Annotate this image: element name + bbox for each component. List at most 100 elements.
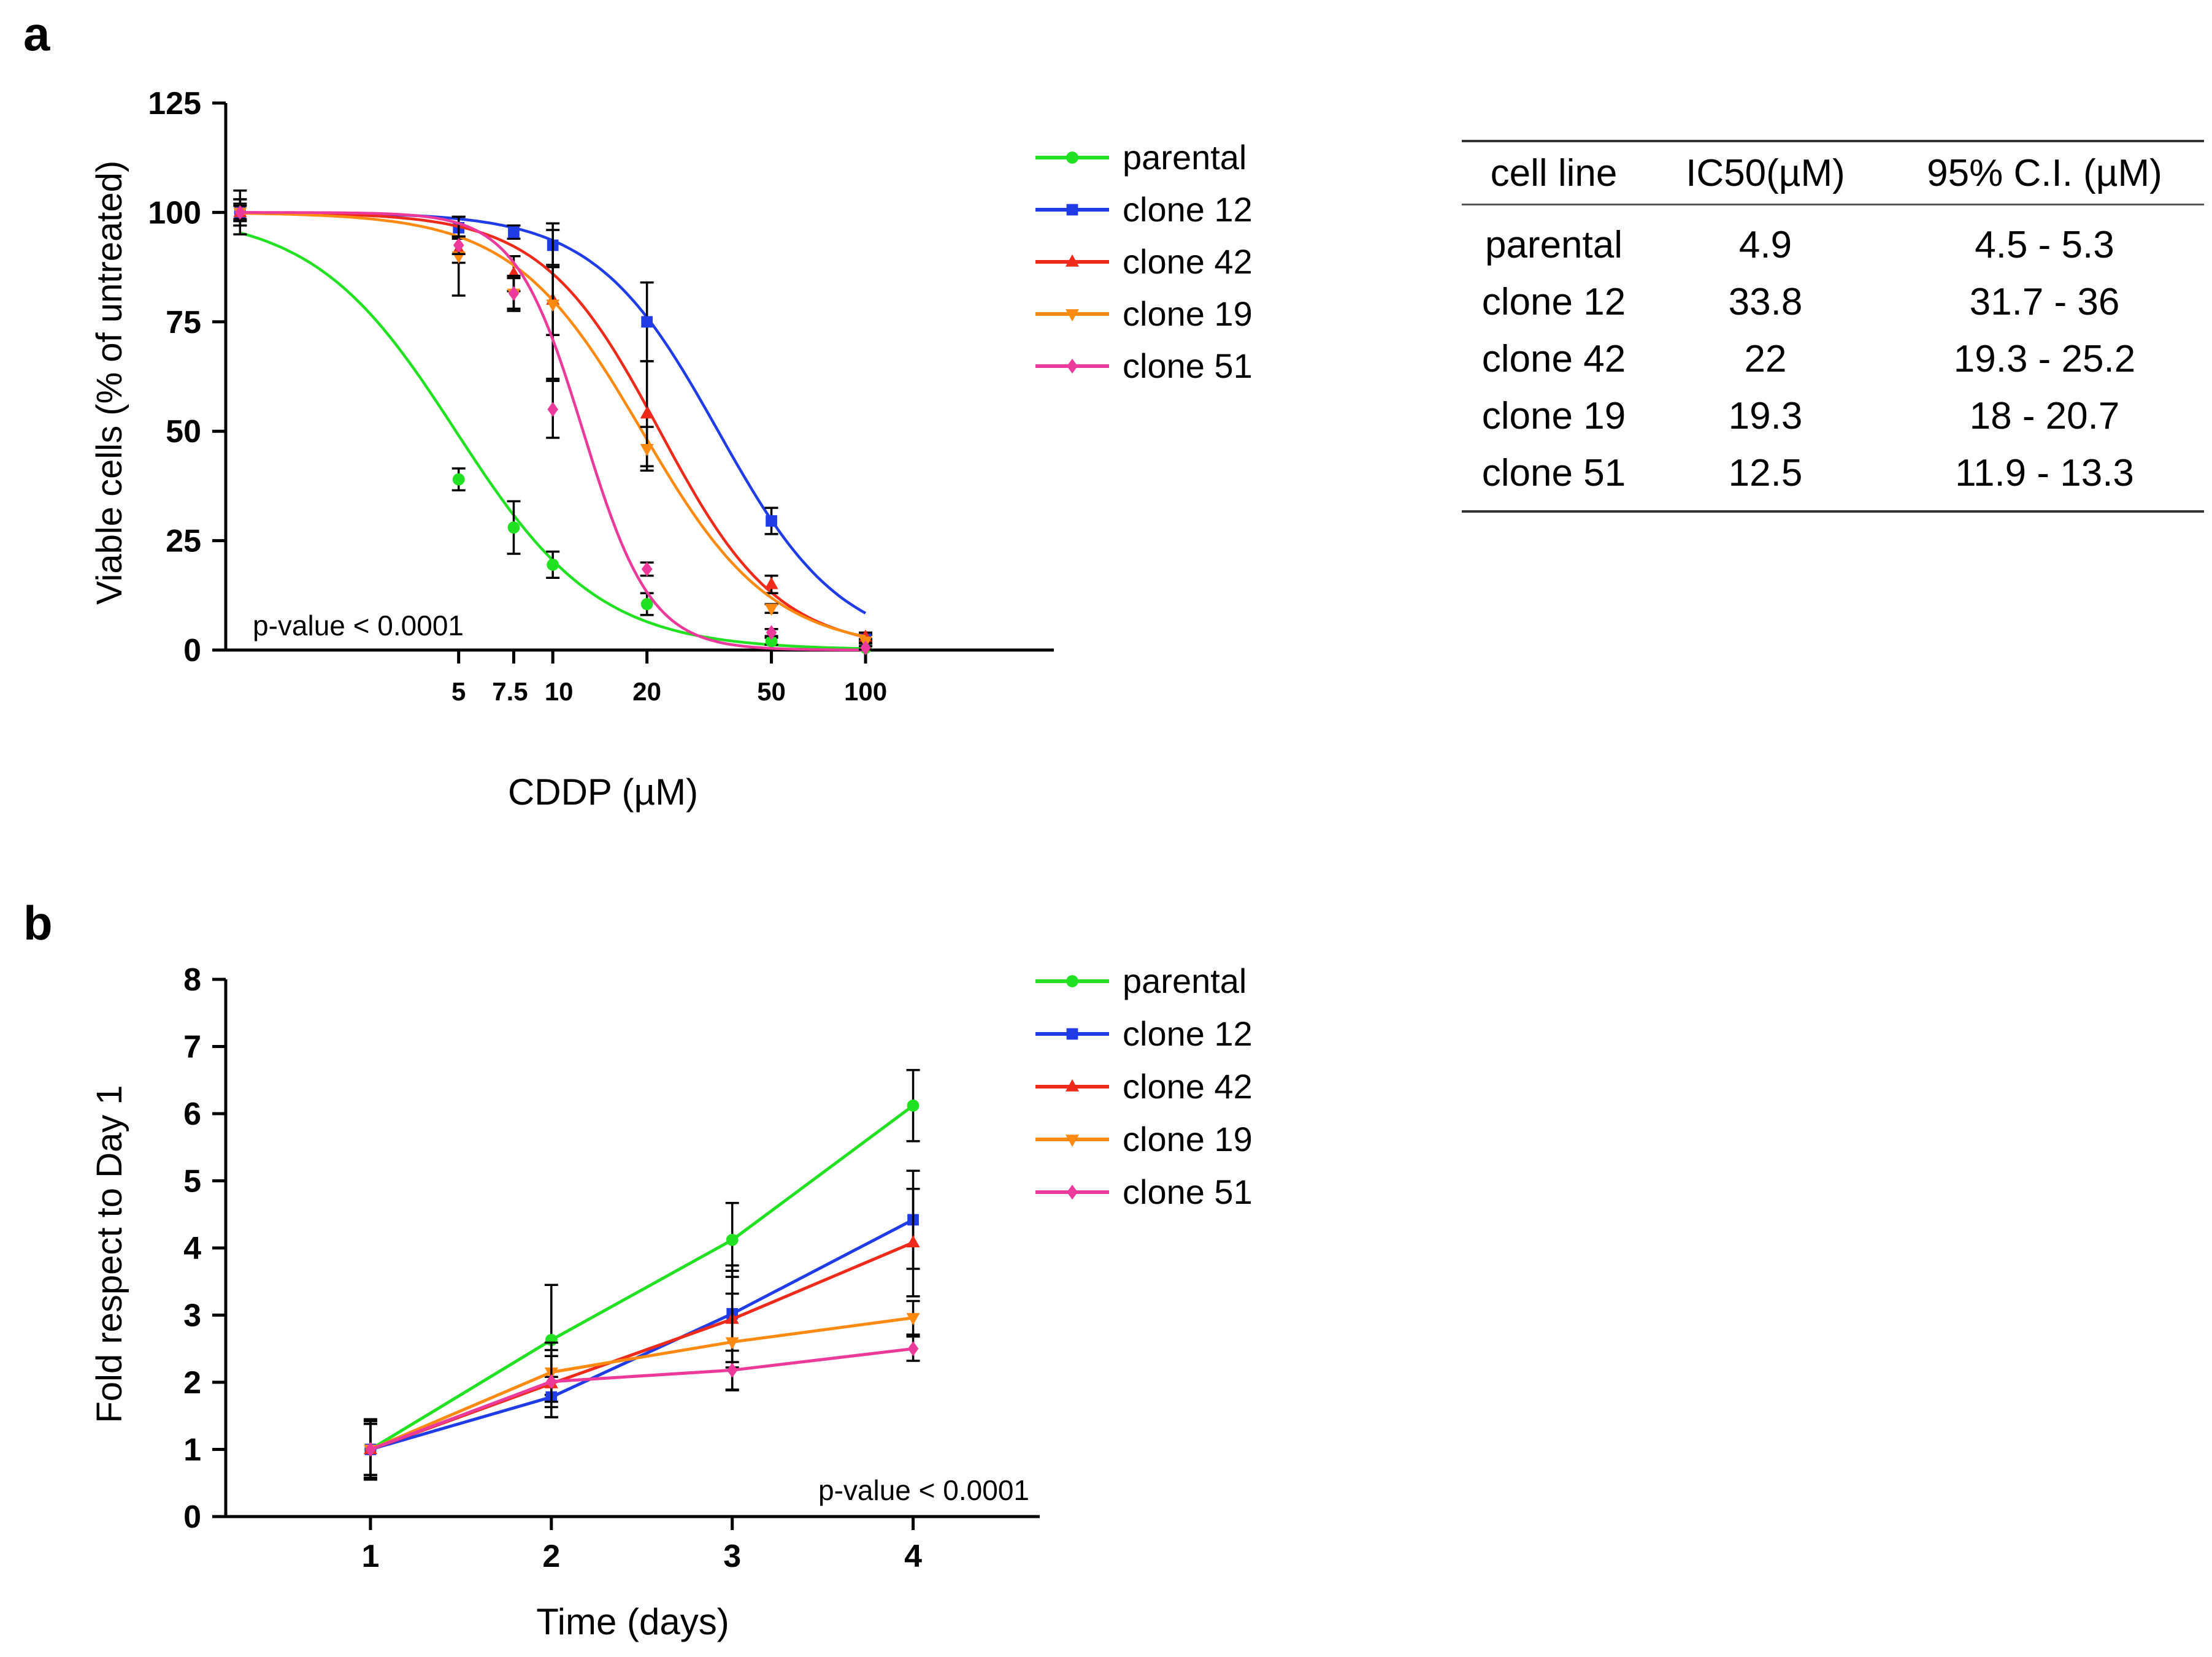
legend-label: parental (1123, 138, 1246, 177)
legend-item: clone 51 (1035, 1173, 1253, 1211)
fit-curve (240, 211, 866, 652)
y-axis-label: Viable cells (% of untreated) (90, 161, 129, 605)
y-tick-label: 75 (166, 305, 201, 340)
data-point (906, 1313, 920, 1325)
p-value-annotation: p-value < 0.0001 (818, 1474, 1029, 1506)
table-cell-line: clone 19 (1481, 395, 1626, 437)
y-tick-label: 4 (183, 1231, 201, 1266)
legend-item: clone 51 (1035, 346, 1253, 385)
legend-item: clone 42 (1035, 242, 1253, 281)
header-ic50: IC50(µM) (1646, 140, 1885, 205)
data-point (547, 558, 559, 571)
table-row: parental 4.9 4.5 - 5.3 (1462, 205, 2204, 274)
data-point (546, 1374, 557, 1390)
y-tick-label: 7 (183, 1030, 201, 1065)
legend-label: clone 51 (1123, 346, 1253, 385)
panel-label-b: b (23, 896, 53, 950)
x-tick-label: 20 (632, 677, 661, 706)
y-tick-label: 0 (183, 633, 201, 668)
y-axis-label: Fold respect to Day 1 (90, 1085, 129, 1423)
data-point (1066, 254, 1079, 267)
data-point (1066, 975, 1078, 987)
table-cell-ci: 31.7 - 36 (1969, 281, 2120, 323)
y-tick-label: 8 (183, 962, 201, 998)
table-cell-line: clone 51 (1462, 445, 1646, 513)
header-cell-line: cell line (1462, 140, 1646, 205)
data-point (907, 1099, 920, 1112)
x-tick-label: 3 (723, 1539, 741, 1574)
data-point (1067, 358, 1078, 374)
y-tick-label: 1 (183, 1433, 201, 1468)
panel-label-a: a (23, 7, 50, 61)
data-point (1066, 204, 1078, 216)
data-point (1066, 309, 1079, 322)
x-tick-label: 4 (904, 1539, 922, 1574)
series-line (370, 1218, 914, 1451)
series-clone-19 (363, 1292, 920, 1480)
y-tick-label: 125 (148, 86, 201, 121)
x-tick-label: 5 (451, 677, 466, 706)
data-point (640, 598, 653, 610)
table-row: clone 42 22 19.3 - 25.2 (1462, 331, 2204, 388)
x-axis-label: CDDP (µM) (508, 771, 698, 813)
data-point (766, 625, 777, 640)
table-row: clone 51 12.5 11.9 - 13.3 (1462, 445, 2204, 513)
legend-item: clone 42 (1035, 1067, 1253, 1106)
series-clone-12 (363, 1169, 920, 1479)
data-point (906, 1235, 920, 1247)
legend-item: clone 19 (1035, 294, 1253, 333)
p-value-annotation: p-value < 0.0001 (253, 610, 464, 641)
series-clone-42 (363, 1187, 920, 1476)
table-cell-ic50: 12.5 (1646, 445, 1885, 513)
data-point (907, 1341, 919, 1357)
data-point (452, 473, 465, 486)
data-point (1066, 1028, 1078, 1040)
data-point (640, 406, 654, 419)
x-tick-label: 100 (844, 677, 887, 706)
dose-response-chart: 0 25 50 75 100 125 5 7.5 10 20 50 100 CDDP (µM) Viabl… (90, 86, 1253, 813)
legend-label: clone 51 (1123, 1173, 1253, 1211)
data-point (1066, 1135, 1079, 1147)
growth-chart: 0 1 2 3 4 5 6 7 8 1 2 3 4 Time (days) Fold respect to … (90, 962, 1253, 1642)
x-tick-label: 7.5 (492, 677, 528, 706)
table-cell-ci: 4.5 - 5.3 (1975, 224, 2114, 266)
data-point (725, 1337, 739, 1350)
table-cell-ic50: 4.9 (1738, 224, 1792, 266)
data-point (726, 1363, 738, 1378)
data-point (764, 603, 778, 616)
legend-item: parental (1035, 138, 1246, 177)
y-tick-label: 50 (166, 414, 201, 450)
series-line (369, 1104, 915, 1451)
data-point (365, 1442, 376, 1457)
legend-item: parental (1035, 962, 1246, 1000)
data-point (641, 316, 653, 328)
legend-label: clone 42 (1123, 242, 1253, 281)
data-point (507, 521, 520, 534)
legend-item: clone 19 (1035, 1120, 1253, 1158)
data-point (508, 286, 520, 301)
y-tick-label: 2 (183, 1365, 201, 1401)
legend-label: clone 12 (1123, 190, 1253, 229)
data-point (546, 299, 560, 312)
x-axis-label: Time (days) (536, 1601, 729, 1642)
data-point (766, 515, 777, 527)
series-clone-51 (363, 1335, 920, 1476)
data-point (726, 1233, 739, 1246)
x-tick-label: 10 (545, 677, 574, 706)
header-ci: 95% C.I. (µM) (1885, 140, 2204, 205)
table-cell-ic50: 22 (1744, 338, 1787, 380)
legend-item: clone 12 (1035, 190, 1253, 229)
data-point (764, 576, 778, 589)
x-tick-label: 2 (542, 1539, 560, 1574)
y-tick-label: 6 (183, 1096, 201, 1132)
data-point (860, 640, 871, 656)
series-line (369, 1316, 913, 1451)
data-point (640, 444, 654, 456)
table-cell-ci: 11.9 - 13.3 (1885, 445, 2204, 513)
series-clone-51 (233, 204, 873, 656)
y-tick-label: 100 (148, 195, 201, 231)
data-point (508, 226, 520, 238)
table-cell-line: clone 12 (1481, 281, 1626, 323)
table-cell-ic50: 19.3 (1728, 395, 1803, 437)
